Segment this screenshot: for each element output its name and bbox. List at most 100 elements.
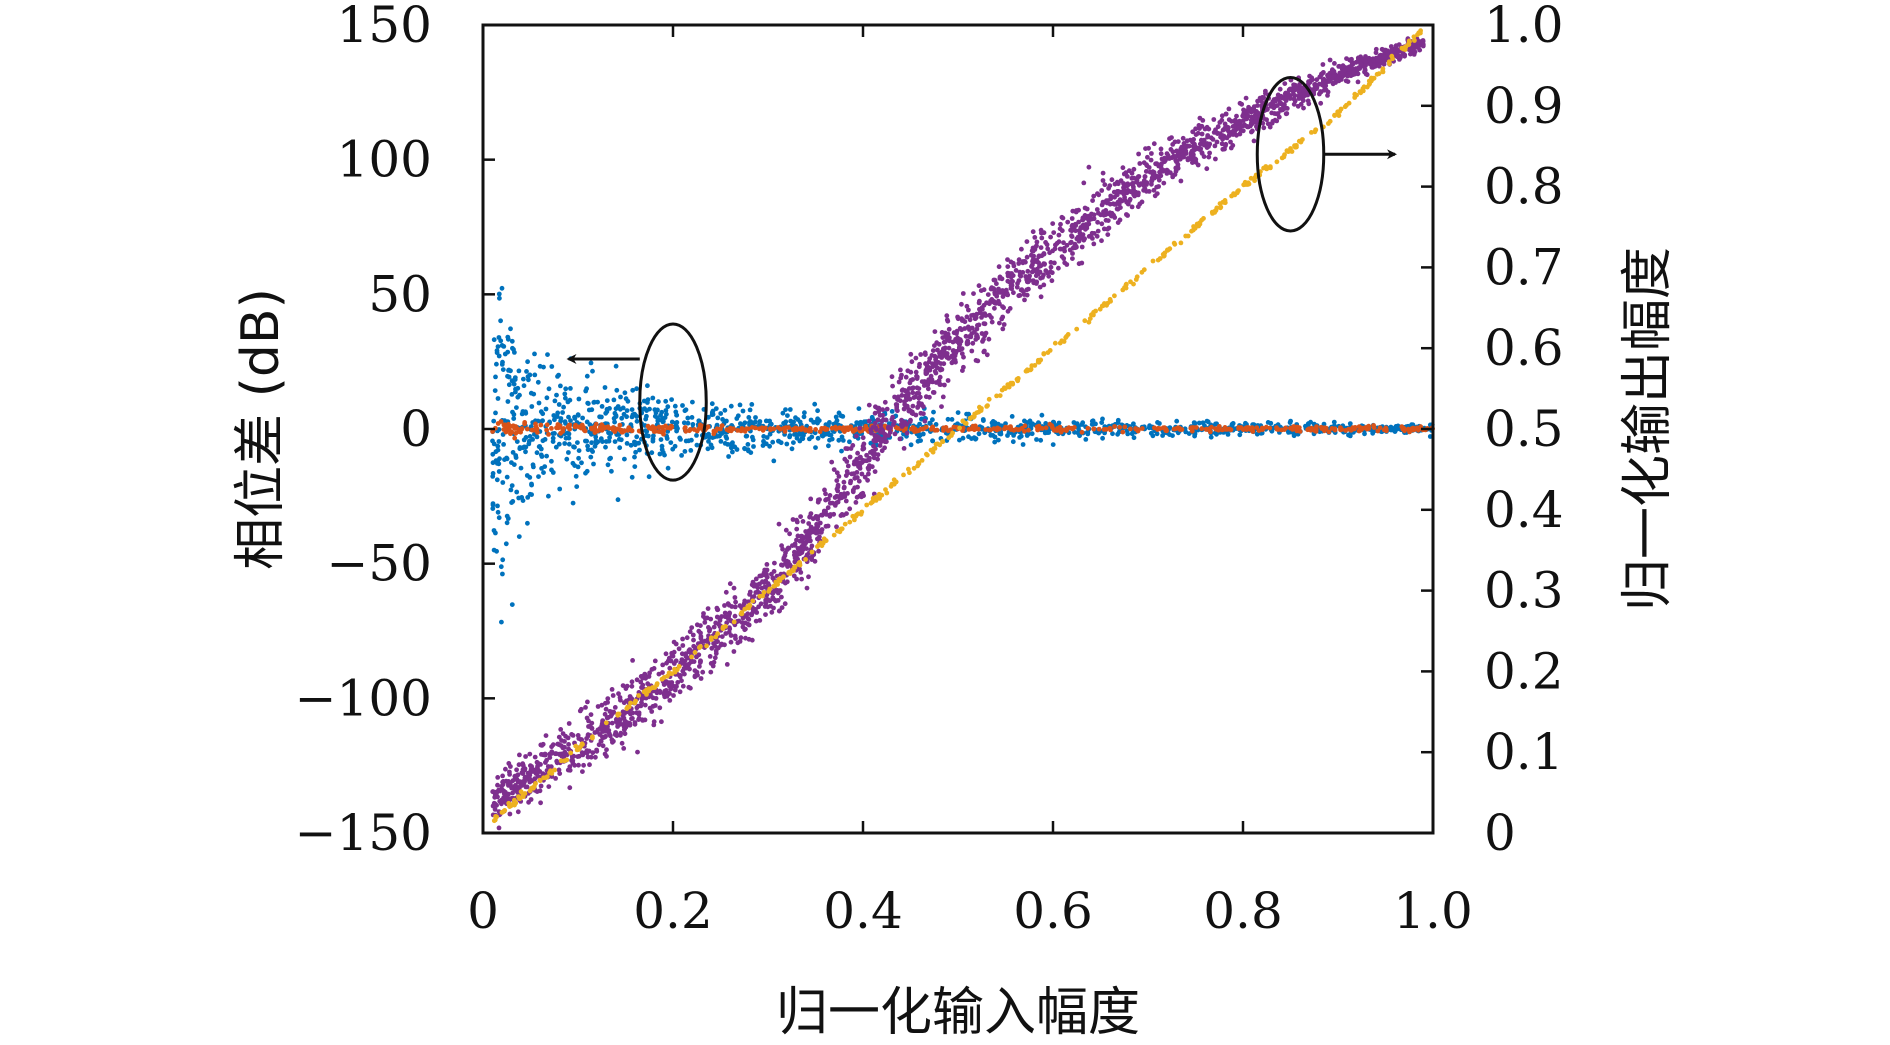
data-point: [973, 337, 979, 342]
data-point: [986, 336, 992, 342]
data-point: [767, 422, 773, 428]
data-point: [823, 523, 829, 529]
data-point: [904, 422, 910, 427]
data-point: [655, 418, 661, 424]
data-point: [567, 785, 573, 791]
data-point: [671, 693, 676, 698]
data-point: [740, 615, 746, 621]
data-point: [554, 414, 560, 419]
data-point: [845, 463, 851, 469]
data-point: [980, 417, 986, 422]
data-point: [520, 761, 526, 767]
data-point: [680, 683, 686, 689]
data-point: [1083, 437, 1089, 442]
data-point: [1254, 110, 1260, 116]
data-point: [1109, 177, 1115, 183]
data-point: [1010, 439, 1016, 445]
data-point: [507, 427, 512, 433]
data-point: [909, 359, 915, 365]
data-point: [823, 538, 829, 544]
data-point: [971, 291, 976, 296]
data-point: [701, 611, 706, 616]
data-point: [558, 743, 564, 748]
data-point: [588, 360, 594, 366]
data-point: [610, 693, 616, 698]
data-point: [602, 385, 608, 390]
data-point: [1376, 71, 1382, 77]
data-point: [780, 546, 785, 552]
data-point: [787, 407, 793, 412]
data-point: [589, 726, 595, 731]
x-axis-title: 归一化输入幅度: [776, 983, 1140, 1043]
data-point: [1027, 418, 1033, 424]
data-point: [1162, 250, 1168, 256]
data-point: [1401, 46, 1406, 52]
data-point: [985, 292, 991, 297]
data-point: [1253, 119, 1259, 125]
data-point: [495, 775, 501, 780]
data-point: [888, 425, 893, 431]
data-point: [624, 432, 630, 438]
data-point: [1417, 47, 1423, 53]
data-point: [802, 410, 807, 416]
data-point: [857, 425, 863, 431]
data-point: [877, 496, 882, 501]
data-point: [763, 418, 769, 424]
data-point: [875, 452, 881, 458]
data-point: [960, 435, 966, 441]
data-point: [852, 475, 858, 481]
data-point: [992, 439, 998, 445]
data-point: [799, 436, 805, 441]
data-point: [607, 435, 612, 440]
data-point: [1170, 149, 1176, 155]
data-point: [976, 431, 982, 437]
data-point: [530, 462, 536, 468]
data-point: [1171, 240, 1177, 246]
data-point: [666, 690, 671, 696]
data-point: [899, 393, 905, 398]
data-point: [1017, 427, 1022, 432]
data-point: [903, 426, 908, 432]
data-point: [1081, 180, 1087, 186]
data-point: [557, 771, 563, 776]
data-point: [906, 386, 912, 391]
data-point: [727, 581, 733, 587]
data-point: [1001, 322, 1007, 327]
data-point: [496, 825, 502, 831]
data-point: [816, 528, 822, 534]
data-point: [902, 388, 908, 393]
data-point: [752, 419, 758, 425]
data-point: [932, 329, 938, 334]
data-point: [512, 797, 517, 803]
data-point: [1196, 145, 1202, 151]
data-point: [1356, 428, 1362, 434]
data-point: [1342, 104, 1348, 110]
data-point: [651, 433, 656, 439]
data-point: [739, 620, 745, 625]
data-point: [591, 400, 597, 405]
data-point: [1145, 154, 1150, 160]
data-point: [543, 775, 549, 781]
data-point: [827, 500, 833, 506]
data-point: [855, 511, 861, 517]
data-point: [809, 554, 815, 560]
data-point: [676, 646, 682, 652]
data-point: [1226, 117, 1232, 123]
data-point: [940, 439, 946, 445]
data-point: [1197, 126, 1202, 131]
data-point: [990, 419, 996, 424]
data-point: [1240, 113, 1246, 119]
data-point: [1042, 261, 1047, 267]
data-point: [981, 337, 986, 342]
data-point: [511, 412, 517, 417]
data-point: [580, 742, 585, 747]
data-point: [1174, 418, 1180, 424]
annotation-layer: [566, 76, 1397, 482]
data-point: [1193, 157, 1199, 162]
data-point: [504, 520, 510, 526]
data-point: [1151, 141, 1157, 147]
data-point: [704, 643, 709, 649]
data-point: [1124, 183, 1130, 189]
data-point: [1099, 188, 1105, 193]
data-point: [510, 790, 515, 796]
